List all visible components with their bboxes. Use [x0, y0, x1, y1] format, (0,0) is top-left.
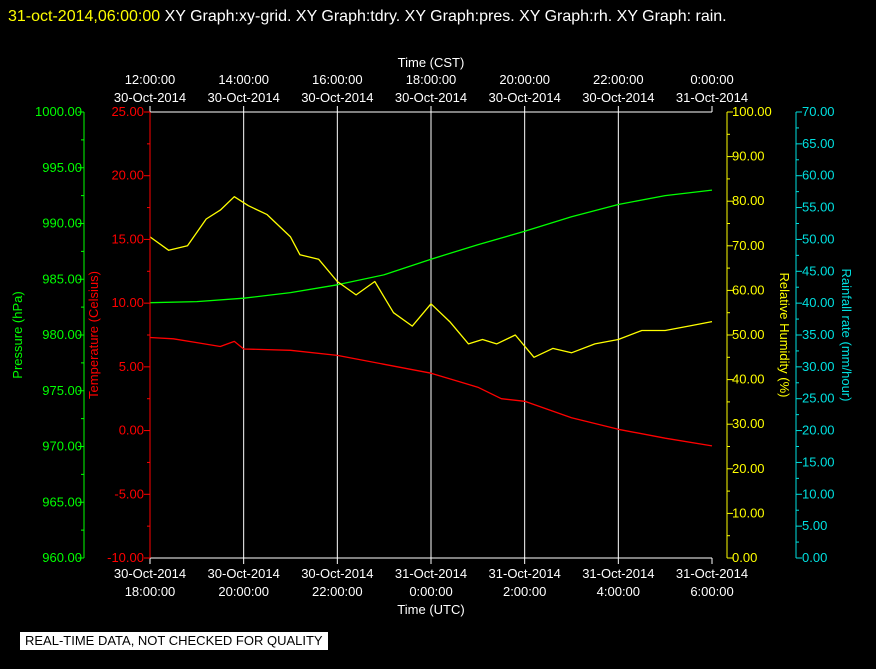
x-top-tick-time: 12:00:00	[125, 72, 176, 87]
rain-tick-label: 10.00	[802, 486, 835, 501]
humidity-tick-label: 100.00	[732, 104, 772, 119]
x-bottom-tick-time: 20:00:00	[218, 584, 269, 599]
temperature-tick-label: 15.00	[111, 231, 144, 246]
temperature-tick-label: 20.00	[111, 168, 144, 183]
x-bottom-tick-time: 6:00:00	[690, 584, 733, 599]
axes: Time (CST) 12:00:00 30-Oct-2014 14:00:00 30-…	[10, 55, 854, 617]
humidity-tick-label: 70.00	[732, 238, 765, 253]
rain-tick-label: 65.00	[802, 136, 835, 151]
x-top-tick-time: 22:00:00	[593, 72, 644, 87]
humidity-tick-label: 60.00	[732, 282, 765, 297]
pressure-tick-label: 1000.00	[35, 104, 82, 119]
chart-header: 31-oct-2014,06:00:00 XY Graph:xy-grid. X…	[8, 3, 868, 30]
humidity-tick-label: 20.00	[732, 461, 765, 476]
x-top-tick-date: 30-Oct-2014	[489, 90, 561, 105]
x-bottom-tick-time: 2:00:00	[503, 584, 546, 599]
rain-tick-label: 35.00	[802, 327, 835, 342]
humidity-tick-label: 50.00	[732, 327, 765, 342]
x-bottom-tick-date: 31-Oct-2014	[489, 566, 561, 581]
qc-banner: REAL-TIME DATA, NOT CHECKED FOR QUALITY	[20, 632, 328, 650]
x-bottom-tick-date: 31-Oct-2014	[582, 566, 654, 581]
temperature-tick-label: 25.00	[111, 104, 144, 119]
x-bottom-tick-time: 4:00:00	[597, 584, 640, 599]
temperature-tick-label: 5.00	[119, 359, 144, 374]
x-top-tick-date: 30-Oct-2014	[301, 90, 373, 105]
humidity-tick-label: 0.00	[732, 550, 757, 565]
rain-tick-label: 55.00	[802, 200, 835, 215]
pressure-series-line	[149, 189, 713, 304]
rain-tick-label: 30.00	[802, 359, 835, 374]
pressure-tick-label: 980.00	[42, 327, 82, 342]
rain-tick-label: 25.00	[802, 391, 835, 406]
humidity-series-line	[149, 196, 713, 358]
x-top-tick-date: 30-Oct-2014	[114, 90, 186, 105]
pressure-tick-label: 975.00	[42, 383, 82, 398]
humidity-tick-label: 10.00	[732, 505, 765, 520]
x-bottom-tick-time: 22:00:00	[312, 584, 363, 599]
rain-tick-label: 50.00	[802, 231, 835, 246]
rain-axis-title: Rainfall rate (mm/hour)	[839, 269, 854, 402]
x-top-tick-date: 30-Oct-2014	[582, 90, 654, 105]
x-bottom-tick-time: 18:00:00	[125, 584, 176, 599]
grid	[243, 112, 619, 558]
graph-list: XY Graph:xy-grid. XY Graph:tdry. XY Grap…	[164, 8, 727, 25]
temperature-tick-label: 0.00	[119, 423, 144, 438]
temperature-tick-label: -10.00	[107, 550, 144, 565]
pressure-tick-label: 965.00	[42, 494, 82, 509]
x-axis-top-label: Time (CST)	[398, 55, 465, 70]
rain-tick-label: 70.00	[802, 104, 835, 119]
humidity-tick-label: 30.00	[732, 416, 765, 431]
x-top-tick-time: 16:00:00	[312, 72, 363, 87]
x-top-tick-time: 20:00:00	[499, 72, 550, 87]
rain-tick-label: 60.00	[802, 168, 835, 183]
pressure-tick-label: 970.00	[42, 439, 82, 454]
x-top-tick-time: 0:00:00	[690, 72, 733, 87]
x-top-tick-time: 18:00:00	[406, 72, 457, 87]
rain-tick-label: 5.00	[802, 518, 827, 533]
rain-tick-label: 15.00	[802, 454, 835, 469]
humidity-axis-title: Relative Humidity (%)	[777, 273, 792, 398]
x-top-tick-date: 30-Oct-2014	[208, 90, 280, 105]
x-bottom-tick-date: 31-Oct-2014	[676, 566, 748, 581]
x-top-tick-time: 14:00:00	[218, 72, 269, 87]
rain-tick-label: 40.00	[802, 295, 835, 310]
humidity-tick-label: 40.00	[732, 372, 765, 387]
rain-tick-label: 45.00	[802, 263, 835, 278]
pressure-tick-label: 960.00	[42, 550, 82, 565]
humidity-tick-label: 80.00	[732, 193, 765, 208]
x-bottom-tick-time: 0:00:00	[409, 584, 452, 599]
x-top-tick-date: 30-Oct-2014	[395, 90, 467, 105]
series-group	[149, 189, 713, 447]
x-bottom-tick-date: 30-Oct-2014	[301, 566, 373, 581]
x-bottom-tick-date: 30-Oct-2014	[114, 566, 186, 581]
rain-tick-label: 0.00	[802, 550, 827, 565]
pressure-tick-label: 995.00	[42, 160, 82, 175]
x-top-tick-date: 31-Oct-2014	[676, 90, 748, 105]
timestamp: 31-oct-2014,06:00:00	[8, 8, 161, 25]
temperature-series-line	[149, 336, 713, 447]
pressure-tick-label: 985.00	[42, 271, 82, 286]
x-bottom-tick-date: 30-Oct-2014	[208, 566, 280, 581]
pressure-tick-label: 990.00	[42, 216, 82, 231]
humidity-tick-label: 90.00	[732, 149, 765, 164]
temperature-tick-label: -5.00	[114, 486, 144, 501]
temperature-axis-title: Temperature (Celsius)	[86, 271, 101, 399]
pressure-axis-title: Pressure (hPa)	[10, 291, 25, 378]
x-bottom-tick-date: 31-Oct-2014	[395, 566, 467, 581]
temperature-tick-label: 10.00	[111, 295, 144, 310]
x-axis-bottom-label: Time (UTC)	[397, 602, 464, 617]
rain-tick-label: 20.00	[802, 423, 835, 438]
